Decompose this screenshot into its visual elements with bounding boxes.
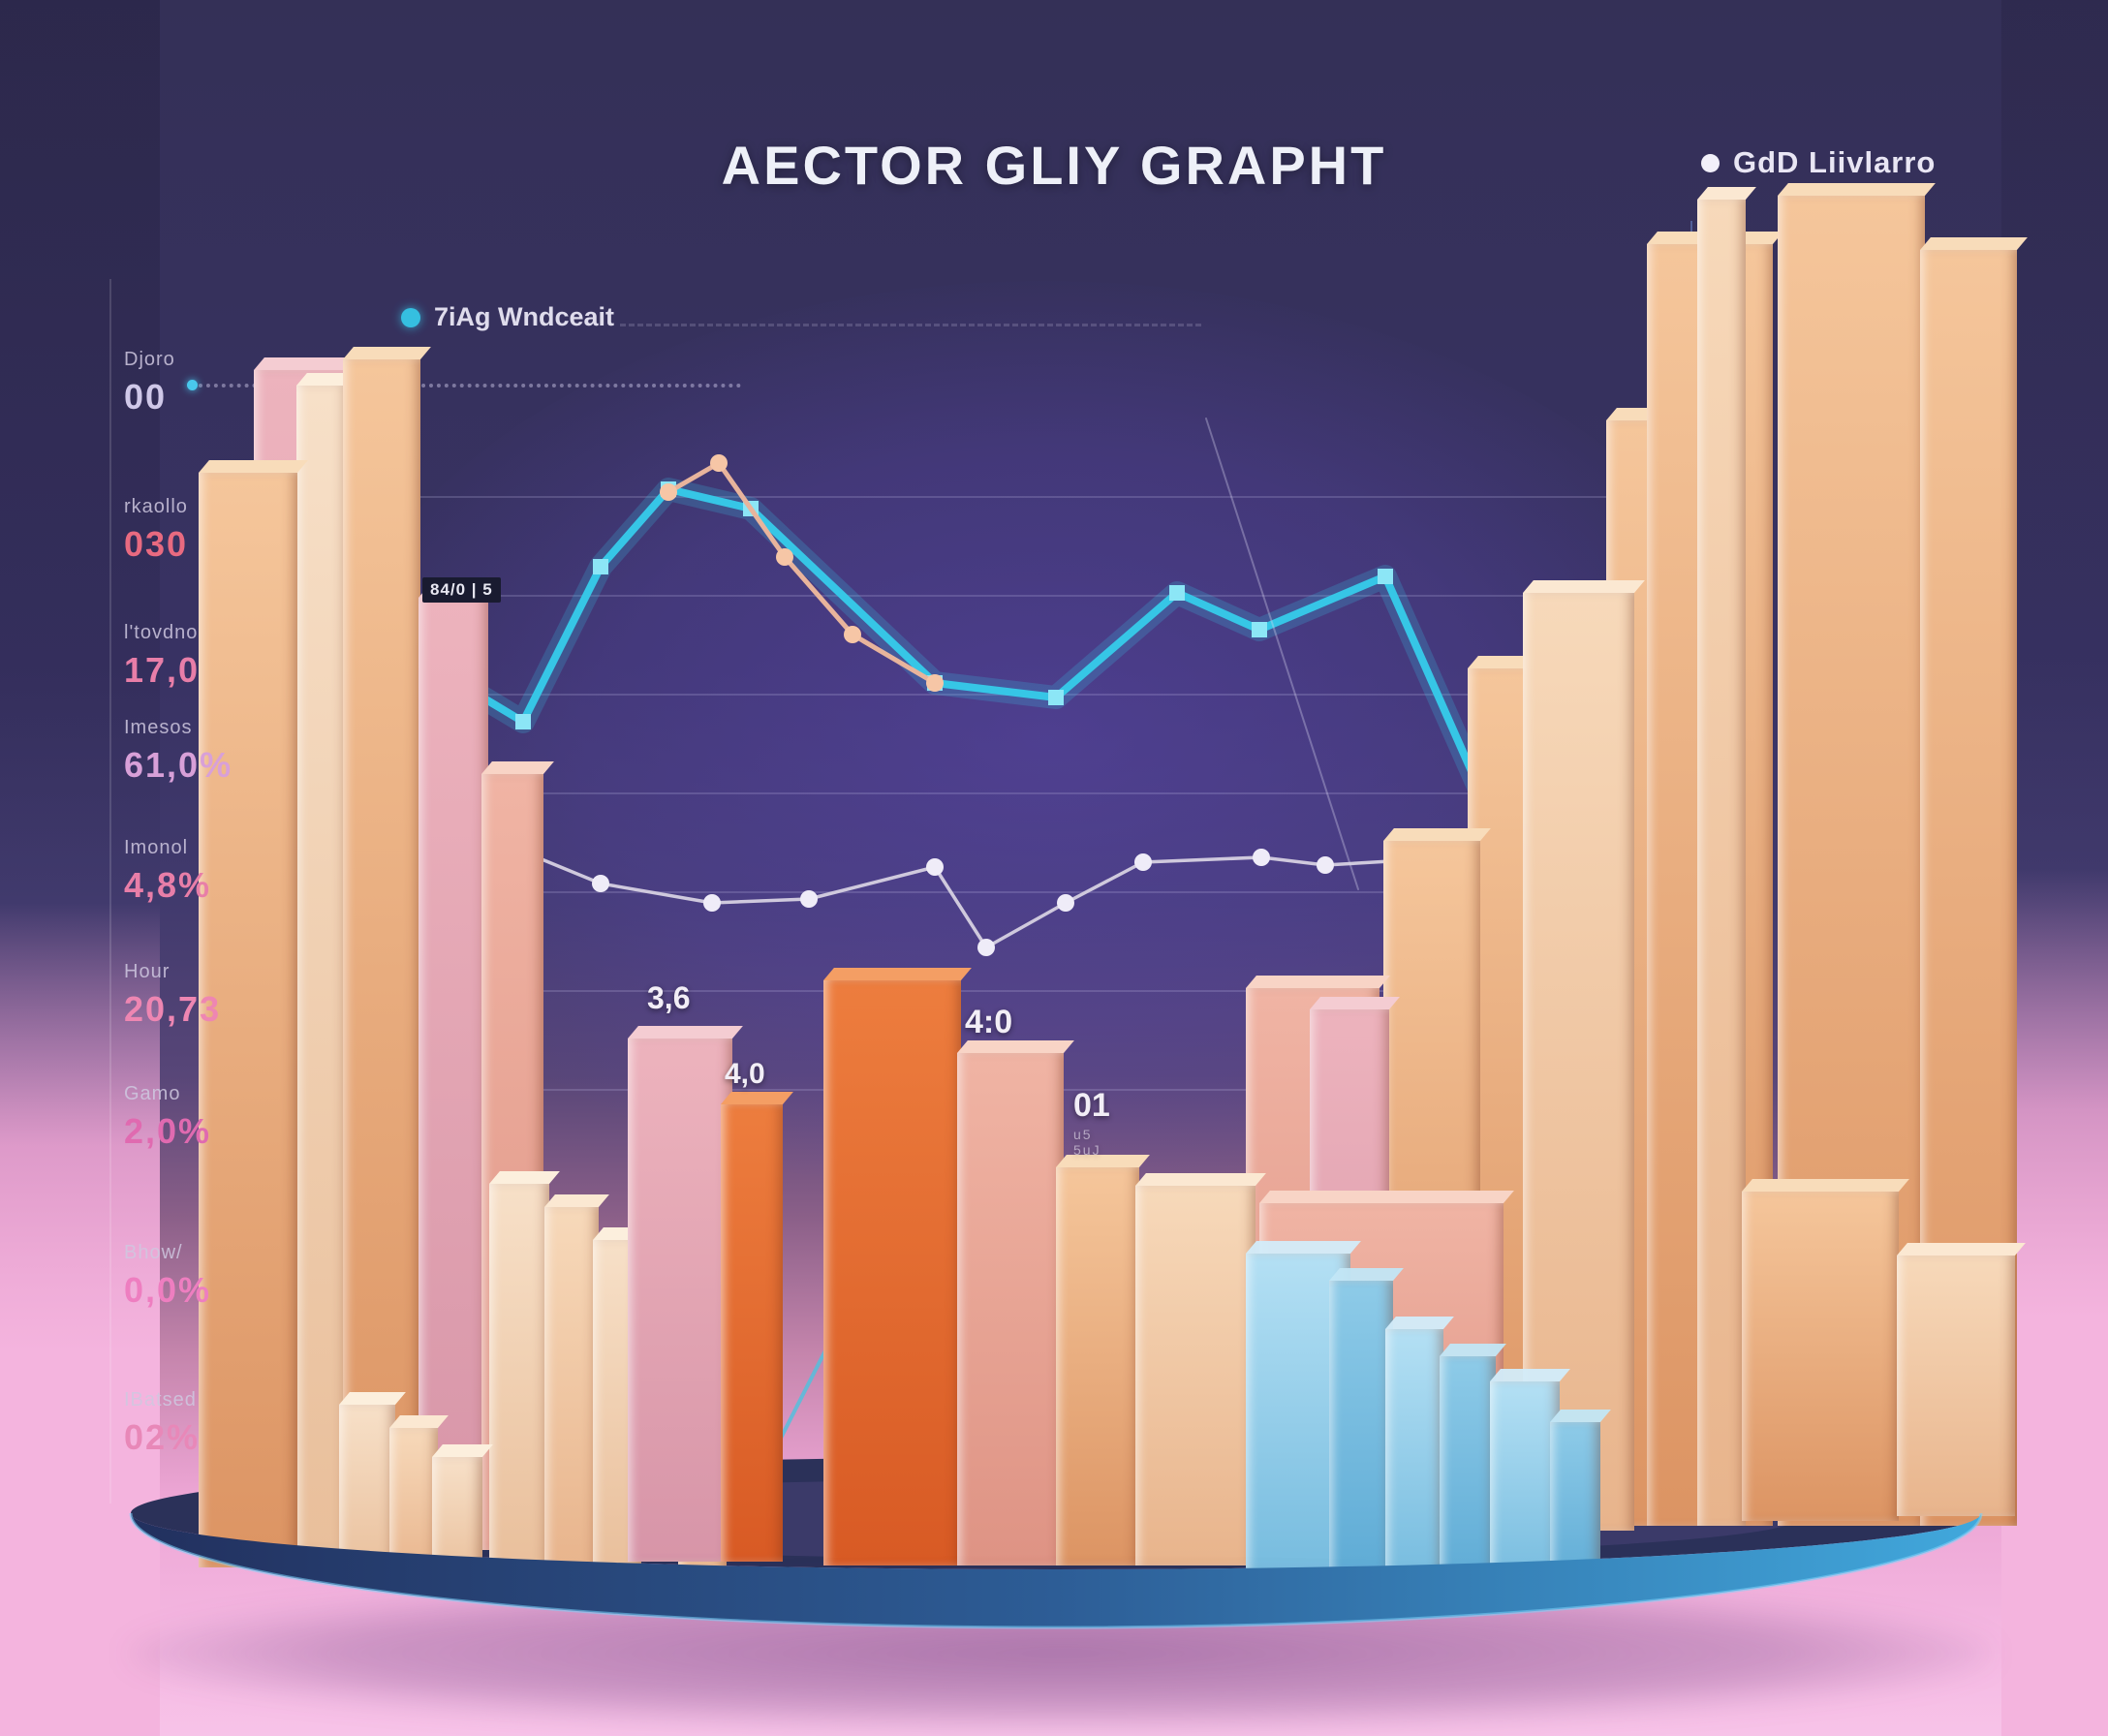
bar-value-text: 4:0	[965, 1004, 1013, 1040]
bar-value-label: 4:0	[965, 1004, 1012, 1041]
chart-title: AECTOR GLIY GRAPHT	[721, 135, 1387, 196]
bar-value-text: 4,0	[725, 1058, 765, 1090]
dashed-gridline	[620, 324, 1201, 326]
bar	[489, 1184, 549, 1571]
faint-diagonal	[1205, 418, 1359, 890]
bar-value-subtext: u5 5uJ	[1073, 1127, 1101, 1158]
bar	[418, 598, 488, 1550]
salmon-series-marker	[710, 454, 728, 472]
axis-vertical-line	[109, 279, 111, 1504]
grey-series-marker	[1317, 856, 1334, 874]
y-axis-label: IBatsed 02%	[124, 1389, 308, 1458]
cyan-series-marker	[515, 714, 531, 729]
y-axis-caption: IBatsed	[124, 1389, 197, 1410]
salmon-series-marker	[776, 548, 793, 566]
legend-top-right-label: GdD Liivlarro	[1733, 145, 1937, 179]
y-axis-value: 20,73	[124, 989, 222, 1029]
grey-series-marker	[592, 875, 609, 892]
y-axis-caption: l'tovdno	[124, 622, 199, 643]
gridline	[395, 792, 1688, 794]
cyan-series-marker	[593, 559, 608, 574]
dotted-gridline	[199, 384, 741, 388]
bar	[199, 473, 297, 1567]
bar	[1742, 1192, 1899, 1521]
y-axis-value: 030	[124, 524, 189, 564]
bar	[544, 1207, 599, 1571]
gridline	[395, 496, 1688, 498]
grey-series-marker	[1253, 849, 1270, 866]
grey-series-marker	[1134, 853, 1152, 871]
y-axis-label: Gamo 2,0%	[124, 1083, 308, 1152]
grey-series-marker	[926, 858, 944, 876]
gridline	[395, 595, 1688, 597]
y-axis-label: l'tovdno 17,0	[124, 622, 308, 691]
platform-front-edge	[129, 1512, 1983, 1629]
y-axis-value: 02%	[124, 1417, 201, 1457]
legend-swatch-icon	[401, 307, 420, 327]
salmon-series-marker	[926, 674, 944, 692]
y-axis-value: 17,0	[124, 650, 201, 690]
cyan-series-marker	[1252, 622, 1267, 637]
y-axis-label: Imonol 4,8%	[124, 837, 308, 906]
grey-series-marker	[1057, 894, 1074, 912]
bar-value-label: 4,0	[725, 1058, 765, 1091]
bar	[1697, 200, 1746, 1526]
floor-edge-right	[2001, 0, 2108, 1736]
platform-front-face	[131, 1513, 1981, 1628]
y-axis-label: Djoro 00	[124, 349, 308, 418]
bar	[957, 1053, 1064, 1566]
grey-series-marker	[703, 894, 721, 912]
bar	[343, 359, 420, 1552]
y-axis-caption: Imonol	[124, 837, 189, 858]
bar	[1897, 1256, 2015, 1516]
y-axis-label: Imesos 61,0%	[124, 717, 308, 786]
bar-value-label: 01 u5 5uJ	[1073, 1087, 1110, 1158]
y-axis-value: 0,0%	[124, 1270, 212, 1310]
bar	[1385, 1329, 1443, 1598]
salmon-series-marker	[844, 626, 861, 643]
bar-chip-label: 84/0 | 5	[422, 577, 501, 603]
y-axis-caption: Gamo	[124, 1083, 181, 1104]
legend-chart-label: 7iAg Wndceait	[434, 302, 615, 331]
grey-series-marker	[977, 939, 995, 956]
gridline	[395, 891, 1688, 893]
y-axis-value: 2,0%	[124, 1111, 212, 1151]
bar	[1135, 1186, 1256, 1566]
y-axis-label: rkaollo 030	[124, 496, 308, 565]
bar	[823, 980, 961, 1566]
cyan-series-marker	[1048, 690, 1064, 705]
bar	[1329, 1281, 1393, 1596]
y-axis-label: Hour 20,73	[124, 961, 308, 1030]
salmon-series-marker	[660, 483, 677, 501]
legend-dot-icon	[1701, 153, 1720, 172]
y-axis-label: Bhow/0,0%	[124, 1242, 308, 1311]
bar-value-text: 01	[1073, 1087, 1110, 1124]
bar	[1056, 1167, 1139, 1566]
y-axis-caption: rkaollo	[124, 496, 188, 517]
gridline-cyan-dot-icon	[187, 380, 198, 390]
gridline	[395, 990, 1688, 992]
y-axis-caption: Imesos	[124, 717, 193, 738]
floor-edge-left	[0, 0, 160, 1736]
bar	[628, 1038, 732, 1562]
cyan-series-marker	[1378, 569, 1393, 584]
y-axis-caption: Djoro	[124, 349, 175, 370]
cyan-series-marker	[1169, 585, 1185, 601]
y-axis-value: 00	[124, 377, 168, 417]
bar-value-text: 3,6	[647, 980, 691, 1015]
legend-chart: 7iAg Wndceait	[401, 302, 614, 332]
bar	[1440, 1356, 1496, 1598]
bar	[721, 1104, 783, 1562]
bar	[296, 386, 349, 1550]
y-axis-caption: Hour	[124, 961, 170, 982]
y-axis-value: 61,0%	[124, 745, 233, 785]
y-axis-value: 4,8%	[124, 865, 212, 905]
bar-value-label: 3,6	[647, 980, 690, 1016]
y-axis-caption: Bhow/	[124, 1242, 183, 1263]
grey-series-marker	[800, 890, 818, 908]
legend-top-right: GdD Liivlarro	[1701, 145, 1936, 180]
